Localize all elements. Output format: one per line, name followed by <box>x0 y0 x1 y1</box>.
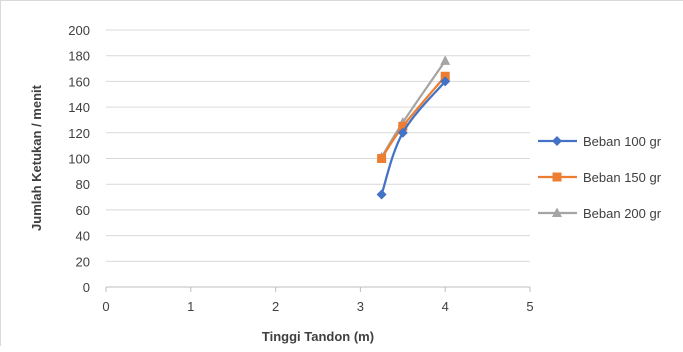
y-tick-0: 0 <box>83 280 90 295</box>
legend-label-1: Beban 100 gr <box>583 134 662 149</box>
series-line-1 <box>380 80 447 196</box>
x-tick-1: 1 <box>187 299 194 314</box>
y-tick-180: 180 <box>68 49 90 64</box>
data-point-1-3 <box>440 76 451 87</box>
x-tick-3: 3 <box>357 299 364 314</box>
series-1 <box>376 76 451 200</box>
y-tick-labels: 0 20 40 60 80 100 120 140 160 180 200 <box>68 23 90 295</box>
data-point-1-2 <box>397 127 408 138</box>
x-tick-2: 2 <box>272 299 279 314</box>
legend-label-2: Beban 150 gr <box>583 170 662 185</box>
series-group <box>376 55 451 200</box>
data-point-3-3 <box>440 55 451 65</box>
series-2 <box>377 71 450 163</box>
series-3 <box>376 55 451 162</box>
y-tick-60: 60 <box>76 203 90 218</box>
y-axis-title: Jumlah Ketukan / menit <box>29 84 44 231</box>
legend-marker-2 <box>552 172 562 182</box>
y-tick-20: 20 <box>76 254 90 269</box>
y-tick-100: 100 <box>68 152 90 167</box>
data-point-2-2 <box>398 121 408 131</box>
x-tick-4: 4 <box>442 299 449 314</box>
y-tick-80: 80 <box>76 177 90 192</box>
x-tick-labels: 0 1 2 3 4 5 <box>102 299 533 314</box>
x-tick-0: 0 <box>102 299 109 314</box>
y-tick-200: 200 <box>68 23 90 38</box>
data-point-2-1 <box>377 154 387 163</box>
grid-lines <box>105 29 531 292</box>
legend-label-3: Beban 200 gr <box>583 206 662 221</box>
legend-marker-1 <box>552 136 562 146</box>
legend: Beban 100 gr Beban 150 gr Beban 200 gr <box>538 134 662 221</box>
data-point-1-1 <box>376 189 387 200</box>
x-tick-5: 5 <box>526 299 533 314</box>
data-point-2-3 <box>440 71 450 81</box>
y-tick-140: 140 <box>68 100 90 115</box>
y-tick-40: 40 <box>76 229 90 244</box>
y-tick-120: 120 <box>68 126 90 141</box>
x-axis-title: Tinggi Tandon (m) <box>262 329 374 344</box>
legend-marker-3 <box>552 207 562 217</box>
y-tick-160: 160 <box>68 74 90 89</box>
